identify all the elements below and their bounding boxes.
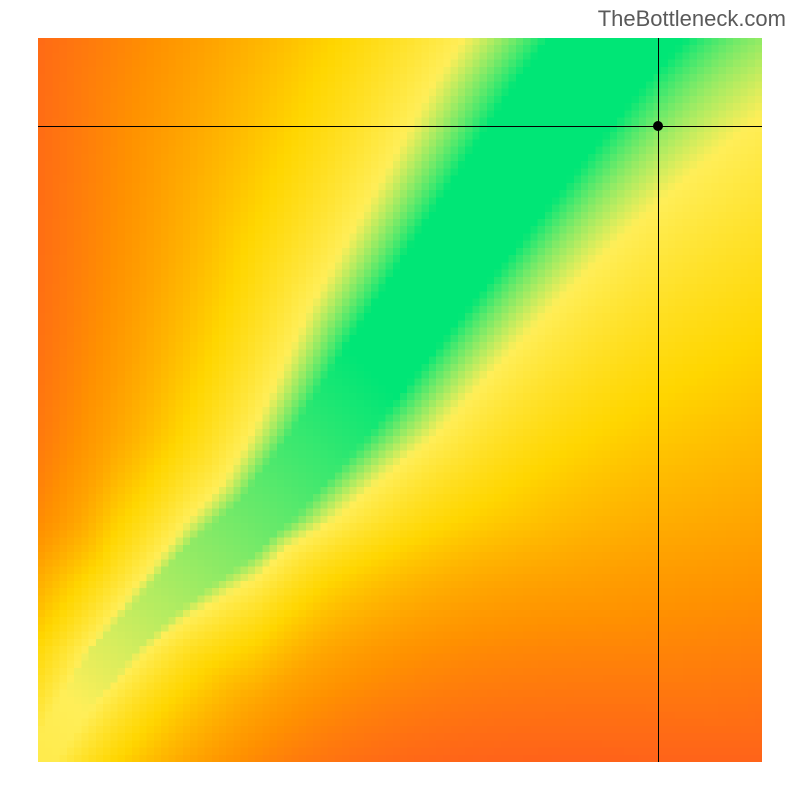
marker-dot: [653, 121, 663, 131]
crosshair-vertical: [658, 38, 659, 762]
heatmap-chart: [38, 38, 762, 762]
watermark-text: TheBottleneck.com: [598, 6, 786, 32]
heatmap-canvas: [38, 38, 762, 762]
